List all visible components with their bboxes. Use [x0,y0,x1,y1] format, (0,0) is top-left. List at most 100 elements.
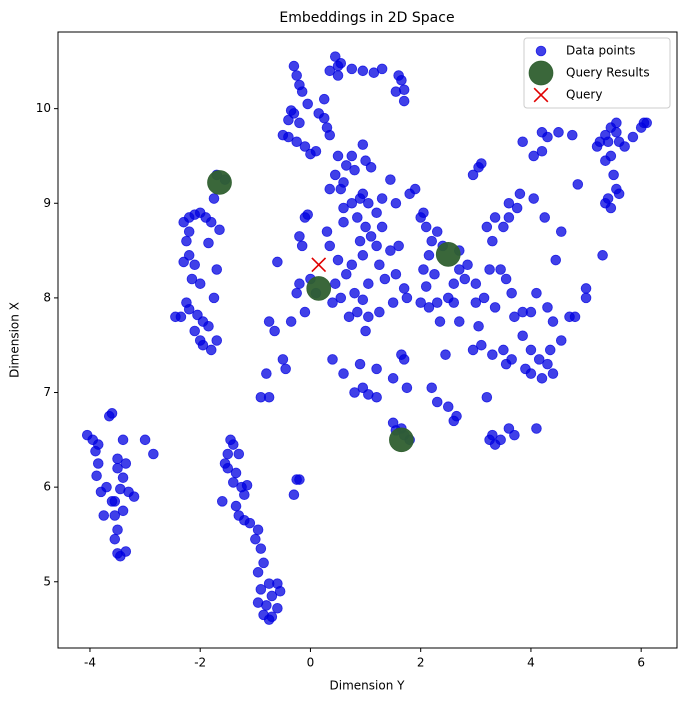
point [387,297,399,308]
point [294,231,305,242]
point [332,150,344,162]
point [318,112,330,124]
point [299,306,311,318]
y-tick-label: 10 [36,101,51,115]
point [222,448,234,460]
point [371,391,382,403]
point [266,611,278,623]
point [470,297,482,308]
point [503,197,515,209]
point [547,368,559,379]
point [357,139,369,150]
y-tick-label: 5 [43,574,51,588]
point [525,344,537,356]
point [338,177,349,188]
point [535,45,547,57]
point [500,273,512,285]
point [310,145,322,157]
point [266,590,278,602]
point [139,434,151,446]
point [324,240,336,252]
point [109,496,121,507]
point [255,543,267,554]
point [387,417,399,429]
point [484,264,495,275]
point [272,256,283,268]
point [181,235,192,247]
point [338,368,349,379]
point [487,349,498,360]
point [531,423,542,434]
point [495,264,506,275]
point [360,221,371,233]
point [514,188,526,200]
point [349,164,360,176]
point [324,183,336,195]
point [398,354,410,365]
point [487,235,498,247]
point [208,193,220,204]
point [539,212,550,223]
point [489,302,501,313]
point [531,287,542,299]
query-marker [311,257,327,273]
point [580,283,592,294]
point [423,250,435,261]
point [208,292,220,304]
point [379,273,391,285]
point [183,226,195,237]
point [329,278,341,289]
query-marker [533,87,549,103]
point [324,129,336,141]
point [117,434,129,446]
legend-box [523,37,671,109]
point [398,95,410,107]
y-tick-label: 6 [43,480,51,494]
point [363,197,374,209]
point [214,224,225,236]
y-tick-label: 7 [43,385,51,399]
point [203,321,214,332]
point [216,496,228,507]
point [611,127,622,138]
point [222,462,234,474]
point [542,131,553,143]
point [321,226,333,237]
point [288,489,300,500]
point [451,410,462,422]
point [324,65,336,77]
point [390,197,402,209]
point [393,70,404,81]
point [376,221,388,233]
point [365,162,377,173]
point [550,254,562,266]
point [498,344,509,356]
point [525,306,537,318]
point [374,259,385,271]
point [294,117,305,129]
point [327,297,338,308]
point [277,354,289,365]
point [498,221,509,233]
point [627,131,639,143]
point [611,117,622,129]
point [230,467,242,479]
point [613,188,625,200]
point [608,169,619,181]
point [283,114,294,126]
x-tick-label: 2 [417,656,425,670]
point [390,86,402,97]
point [294,474,305,485]
point [423,302,435,313]
point [285,316,297,327]
legend-label: Data points [566,44,635,58]
point [489,212,501,223]
point [280,363,291,375]
point [434,316,446,327]
point [346,150,358,162]
point [250,533,261,545]
point [205,216,217,228]
point [442,401,454,412]
legend-label: Query Results [566,66,650,80]
